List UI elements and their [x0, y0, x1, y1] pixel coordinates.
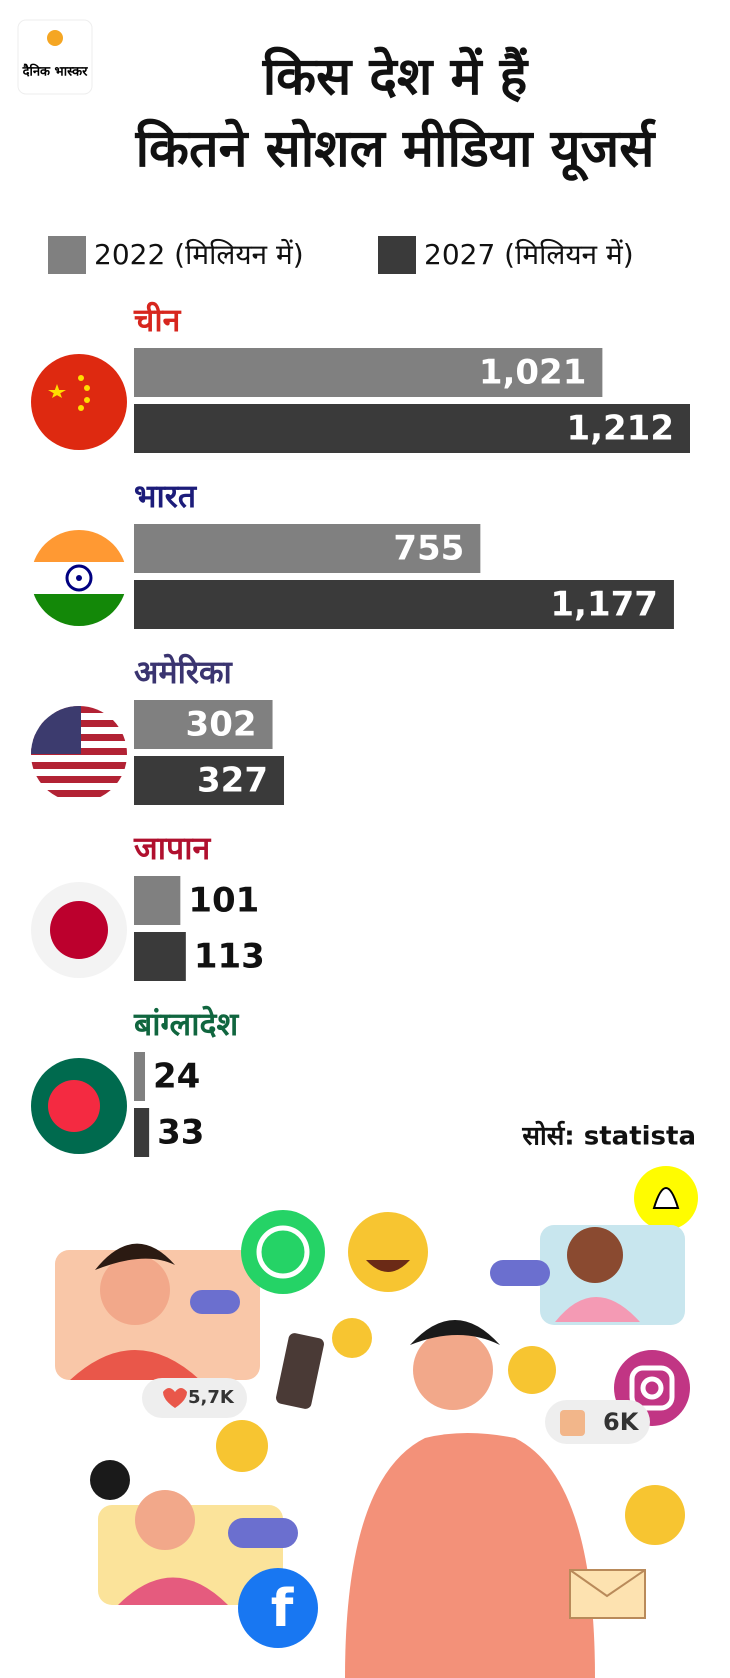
source: सोर्स: statista	[521, 1121, 696, 1152]
likes-label: 5,7K	[188, 1387, 235, 1408]
flag-india	[31, 530, 127, 626]
value-label: 24	[153, 1057, 200, 1097]
illustration: f 5,7K 6K	[55, 1166, 698, 1678]
bar	[134, 524, 481, 573]
flag-japan	[31, 882, 127, 978]
category-label: अमेरिका	[134, 653, 234, 691]
category-label: जापान	[133, 829, 211, 867]
value-label: 1,021	[479, 353, 587, 393]
flag-bangladesh	[31, 1058, 127, 1154]
value-label: 1,212	[566, 409, 674, 449]
bar	[134, 756, 285, 805]
bar	[134, 348, 603, 397]
chart-title: किस देश में हैं कितने सोशल मीडिया यूजर्स	[135, 46, 657, 182]
value-label: 302	[186, 705, 257, 745]
legend-label: 2027 (मिलियन में)	[424, 238, 634, 271]
category-label: चीन	[133, 301, 182, 339]
value-label: 33	[157, 1113, 204, 1153]
bar	[134, 1108, 150, 1157]
bar	[134, 1052, 146, 1101]
flags	[31, 354, 127, 1154]
svg-text:f: f	[271, 1579, 295, 1639]
bar	[134, 580, 674, 629]
logo-box	[17, 19, 93, 95]
bar	[134, 404, 690, 453]
value-label: 755	[393, 529, 464, 569]
logo: दैनिक भास्कर	[22, 64, 89, 80]
legend-label: 2022 (मिलियन में)	[94, 238, 304, 271]
value-label: 1,177	[550, 585, 658, 625]
value-label: 327	[197, 761, 268, 801]
bar	[134, 876, 181, 925]
bar	[134, 700, 273, 749]
legend-swatch	[378, 236, 416, 274]
flag-china	[31, 354, 127, 450]
thumbs-label: 6K	[603, 1408, 640, 1436]
value-label: 101	[188, 881, 259, 921]
legend-swatch	[48, 236, 86, 274]
category-label: भारत	[134, 477, 198, 515]
value-label: 113	[194, 937, 265, 977]
flag-usa	[31, 706, 127, 802]
bar	[134, 932, 186, 981]
logo-sun	[47, 30, 63, 46]
category-label: बांग्लादेश	[133, 1005, 240, 1043]
